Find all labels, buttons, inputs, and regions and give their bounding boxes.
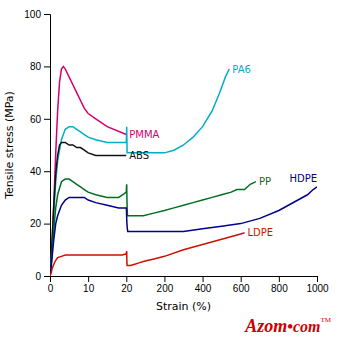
x-tick-label: 20 [121,283,133,294]
y-tick-mark [44,171,50,172]
x-tick-mark [279,276,280,282]
annotation: Azom [244,316,287,336]
annotation: TM [321,316,332,324]
series-label: ABS [129,150,149,161]
x-tick: 0 [48,276,54,294]
series-label: PMMA [129,129,159,140]
x-tick-mark [126,276,127,282]
watermark: Azom•comTM [244,316,331,336]
lines [50,66,317,276]
series-labels: PMMA PA6 ABS PP HDPE LDPE [129,64,317,239]
y-tick: 0 [35,271,50,282]
x-tick-mark [164,276,165,282]
plot: 0 10 20 200 400 600 800 1000 0 20 40 60 80 100 PMMA PA6… [24,9,329,294]
x-tick-label: 200 [157,283,174,294]
y-tick: 100 [24,9,50,20]
y-axis-line [44,15,51,277]
y-tick-label: 40 [30,166,42,177]
y-tick-label: 80 [30,61,42,72]
x-tick-label: 600 [233,283,250,294]
y-tick-mark [44,224,50,225]
x-tick-mark [241,276,242,282]
series-line [50,66,126,276]
x-tick-label: 1000 [306,283,329,294]
y-axis-title: Tensile stress (MPa) [3,91,16,200]
x-tick: 10 [83,276,95,294]
y-tick-mark [44,276,50,277]
x-tick-label: 10 [83,283,95,294]
x-tick-label: 400 [195,283,212,294]
chart: 0 10 20 200 400 600 800 1000 0 20 40 60 80 100 PMMA PA6… [0,0,339,340]
series-label: PA6 [232,64,251,75]
x-tick: 20 [121,276,133,294]
x-tick-label: 0 [48,283,54,294]
y-tick-mark [44,119,50,120]
x-tick-mark [88,276,89,282]
y-tick: 20 [30,218,50,229]
series-label: LDPE [248,227,274,238]
x-tick-mark [317,276,318,282]
series-label: PP [259,176,271,187]
x-tick: 400 [195,276,212,294]
x-tick: 600 [233,276,250,294]
x-axis-line [51,277,318,283]
y-tick: 60 [30,114,50,125]
series-line [50,179,256,276]
y-axis: 0 20 40 60 80 100 [24,9,50,282]
y-tick-label: 0 [35,271,41,282]
x-tick: 800 [271,276,288,294]
x-axis-title: Strain (%) [156,300,211,313]
x-tick: 200 [157,276,174,294]
y-tick-mark [44,14,50,15]
y-tick: 40 [30,166,50,177]
y-tick-mark [44,66,50,67]
series-label: HDPE [289,173,317,184]
x-axis: 0 10 20 200 400 600 800 1000 [48,276,329,294]
annotation: •com [287,318,320,335]
y-tick-label: 60 [30,114,42,125]
y-tick: 80 [30,61,50,72]
x-tick-mark [203,276,204,282]
series-line [50,233,245,276]
x-tick: 1000 [306,276,329,294]
x-tick-label: 800 [271,283,288,294]
y-tick-label: 20 [30,218,42,229]
y-tick-label: 100 [24,9,41,20]
series-line [50,187,317,276]
